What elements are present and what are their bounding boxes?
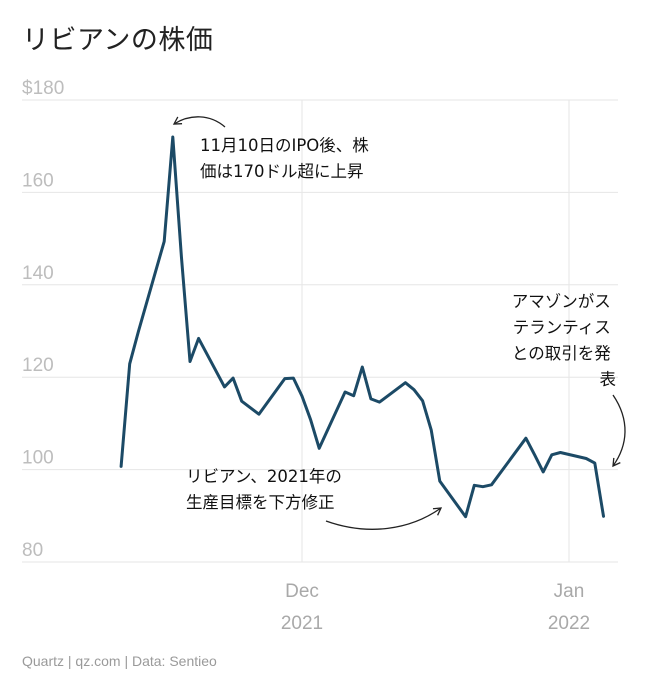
page-title: リビアンの株価 bbox=[22, 25, 214, 56]
x-tick-label: Dec bbox=[285, 581, 319, 602]
x-tick-year-label: 2021 bbox=[281, 613, 323, 634]
data-point bbox=[223, 385, 226, 388]
data-point bbox=[404, 381, 407, 384]
amazon-annotation-line-4: 表 bbox=[600, 370, 617, 389]
data-point bbox=[301, 395, 304, 398]
data-point bbox=[232, 377, 235, 380]
ipo-annotation-arrow bbox=[172, 116, 226, 128]
data-point bbox=[309, 418, 312, 421]
data-point bbox=[490, 483, 493, 486]
data-point bbox=[430, 428, 433, 431]
x-axis-ticks: Dec 2021 Jan 2022 bbox=[281, 581, 590, 634]
amazon-annotation-line-1: アマゾンがス bbox=[512, 292, 611, 311]
data-point bbox=[542, 470, 545, 473]
production-annotation-arrow bbox=[325, 507, 443, 530]
ipo-annotation-line-2: 価は170ドル超に上昇 bbox=[200, 162, 364, 181]
production-annotation-line-2: 生産目標を下方修正 bbox=[186, 493, 335, 512]
y-tick-label: 160 bbox=[22, 170, 54, 191]
data-point bbox=[464, 515, 467, 518]
data-point bbox=[171, 136, 174, 139]
y-axis-ticks: 80 100 120 140 160 $180 bbox=[22, 78, 64, 561]
data-point bbox=[197, 337, 200, 340]
ipo-annotation: 11月10日のIPO後、株 価は170ドル超に上昇 bbox=[200, 136, 374, 181]
data-point bbox=[361, 366, 364, 369]
data-point bbox=[128, 362, 131, 365]
data-point bbox=[602, 515, 605, 518]
amazon-annotation-line-2: テランティス bbox=[513, 318, 611, 337]
stock-price-line bbox=[119, 135, 605, 519]
production-annotation: リビアン、2021年の 生産目標を下方修正 bbox=[186, 467, 347, 512]
y-tick-label: $180 bbox=[22, 78, 64, 99]
data-point bbox=[163, 240, 166, 243]
data-point bbox=[344, 391, 347, 394]
data-point bbox=[120, 465, 123, 468]
data-point bbox=[292, 377, 295, 380]
ipo-annotation-line-1: 11月10日のIPO後、株 bbox=[200, 136, 369, 155]
data-point bbox=[421, 399, 424, 402]
data-point bbox=[481, 485, 484, 488]
data-point bbox=[369, 397, 372, 400]
data-point bbox=[378, 401, 381, 404]
amazon-annotation: アマゾンがス テランティス との取引を発 表 bbox=[512, 292, 616, 389]
data-point bbox=[473, 484, 476, 487]
data-point bbox=[180, 255, 183, 258]
y-tick-label: 140 bbox=[22, 263, 54, 284]
gridlines bbox=[22, 99, 618, 563]
data-point bbox=[550, 453, 553, 456]
source-credit: Quartz | qz.com | Data: Sentieo bbox=[22, 653, 217, 669]
amazon-annotation-arrow bbox=[612, 394, 626, 468]
y-tick-label: 100 bbox=[22, 448, 54, 469]
data-point bbox=[559, 451, 562, 454]
y-tick-label: 80 bbox=[22, 540, 43, 561]
data-point bbox=[438, 480, 441, 483]
data-point bbox=[240, 400, 243, 403]
y-tick-label: 120 bbox=[22, 355, 54, 376]
data-point bbox=[189, 360, 192, 363]
data-point bbox=[318, 447, 321, 450]
data-point bbox=[257, 413, 260, 416]
data-point bbox=[585, 457, 588, 460]
data-point bbox=[137, 330, 140, 333]
data-point bbox=[352, 394, 355, 397]
data-point bbox=[593, 462, 596, 465]
production-annotation-line-1: リビアン、2021年の bbox=[186, 467, 342, 486]
data-point bbox=[283, 377, 286, 380]
x-tick-year-label: 2022 bbox=[548, 613, 590, 634]
amazon-annotation-line-3: との取引を発 bbox=[512, 344, 611, 363]
x-tick-label: Jan bbox=[554, 581, 585, 602]
data-point bbox=[413, 388, 416, 391]
data-point bbox=[524, 437, 527, 440]
data-point bbox=[533, 453, 536, 456]
